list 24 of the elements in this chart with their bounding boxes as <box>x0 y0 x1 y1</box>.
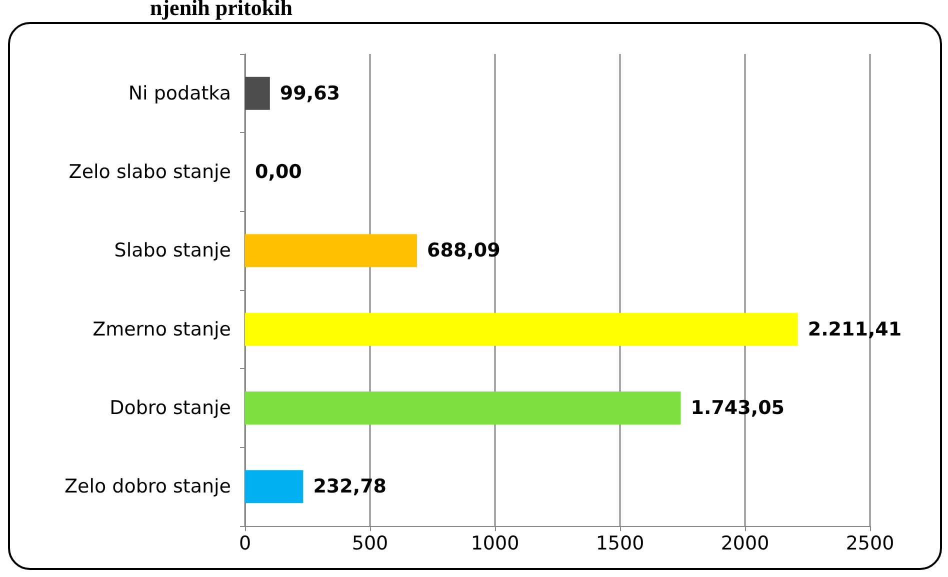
data-label: 2.211,41 <box>808 318 902 340</box>
bar <box>245 470 304 504</box>
bar <box>245 234 418 268</box>
y-tick-label: Zelo slabo stanje <box>68 161 231 183</box>
x-tick-label: 500 <box>352 532 388 554</box>
bar <box>245 391 681 425</box>
data-label: 232,78 <box>313 476 387 498</box>
y-tick-label: Zelo dobro stanje <box>64 476 231 498</box>
chart-title: njenih pritokih <box>150 0 292 20</box>
x-tick-label: 2500 <box>846 532 894 554</box>
y-tick-label: Zmerno stanje <box>92 318 231 340</box>
data-label: 99,63 <box>280 82 340 104</box>
x-tick-label: 0 <box>238 532 252 554</box>
x-tick-label: 1000 <box>470 532 520 554</box>
y-tick-label: Slabo stanje <box>114 240 231 262</box>
data-label: 0,00 <box>255 161 302 183</box>
data-label: 1.743,05 <box>690 397 785 419</box>
bar <box>245 312 798 346</box>
x-tick-label: 1500 <box>596 532 644 554</box>
y-tick-label: Dobro stanje <box>110 397 231 419</box>
data-label: 688,09 <box>427 240 500 262</box>
y-tick-label: Ni podatka <box>128 82 231 104</box>
x-tick-label: 2000 <box>720 532 770 554</box>
bar <box>245 76 270 110</box>
